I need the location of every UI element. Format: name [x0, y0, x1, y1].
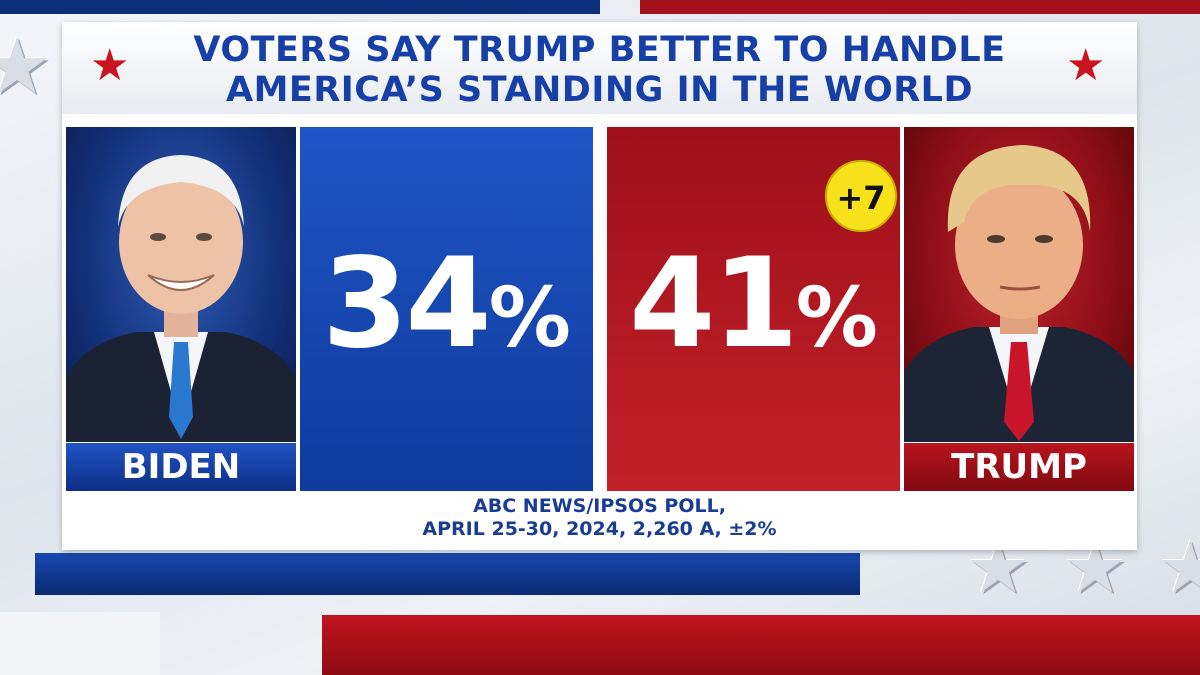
trump-name-plate: TRUMP — [904, 443, 1134, 491]
biden-percent-value: 34 — [322, 232, 492, 376]
trump-percent: 41% — [607, 239, 900, 384]
bottom-red-stripe — [322, 615, 1200, 675]
top-red-stripe — [640, 0, 1200, 14]
source-line-1: ABC NEWS/IPSOS POLL, — [473, 495, 726, 517]
red-star-icon: ★ — [90, 40, 130, 91]
percent-sign: % — [488, 271, 571, 366]
source-line-2: APRIL 25-30, 2024, 2,260 A, ±2% — [422, 518, 777, 540]
biden-portrait — [66, 127, 296, 442]
trump-portrait — [904, 127, 1134, 442]
trump-portrait-illustration — [904, 145, 1134, 442]
biden-name-plate: BIDEN — [66, 443, 296, 491]
margin-badge: +7 — [825, 160, 897, 232]
trump-percent-value: 41 — [629, 232, 799, 376]
biden-portrait-illustration — [66, 155, 296, 442]
bottom-blue-stripe — [35, 553, 860, 595]
biden-percent: 34% — [300, 239, 593, 384]
bottom-white-stripe — [0, 612, 160, 675]
bar-biden: 34% — [300, 127, 593, 491]
title-band: ★ VOTERS SAY TRUMP BETTER TO HANDLE AMER… — [62, 22, 1137, 114]
title-line-2: AMERICA’S STANDING IN THE WORLD — [226, 70, 973, 110]
title-line-1: VOTERS SAY TRUMP BETTER TO HANDLE — [193, 30, 1006, 70]
decorative-star-icon: ★ — [1158, 525, 1200, 609]
chart-title: VOTERS SAY TRUMP BETTER TO HANDLE AMERIC… — [192, 30, 1007, 110]
percent-sign: % — [795, 271, 878, 366]
top-blue-stripe — [0, 0, 600, 14]
poll-source: ABC NEWS/IPSOS POLL, APRIL 25-30, 2024, … — [362, 495, 837, 541]
decorative-star-icon: ★ — [0, 22, 52, 112]
red-star-icon: ★ — [1066, 40, 1106, 91]
poll-card: ★ VOTERS SAY TRUMP BETTER TO HANDLE AMER… — [62, 22, 1137, 550]
